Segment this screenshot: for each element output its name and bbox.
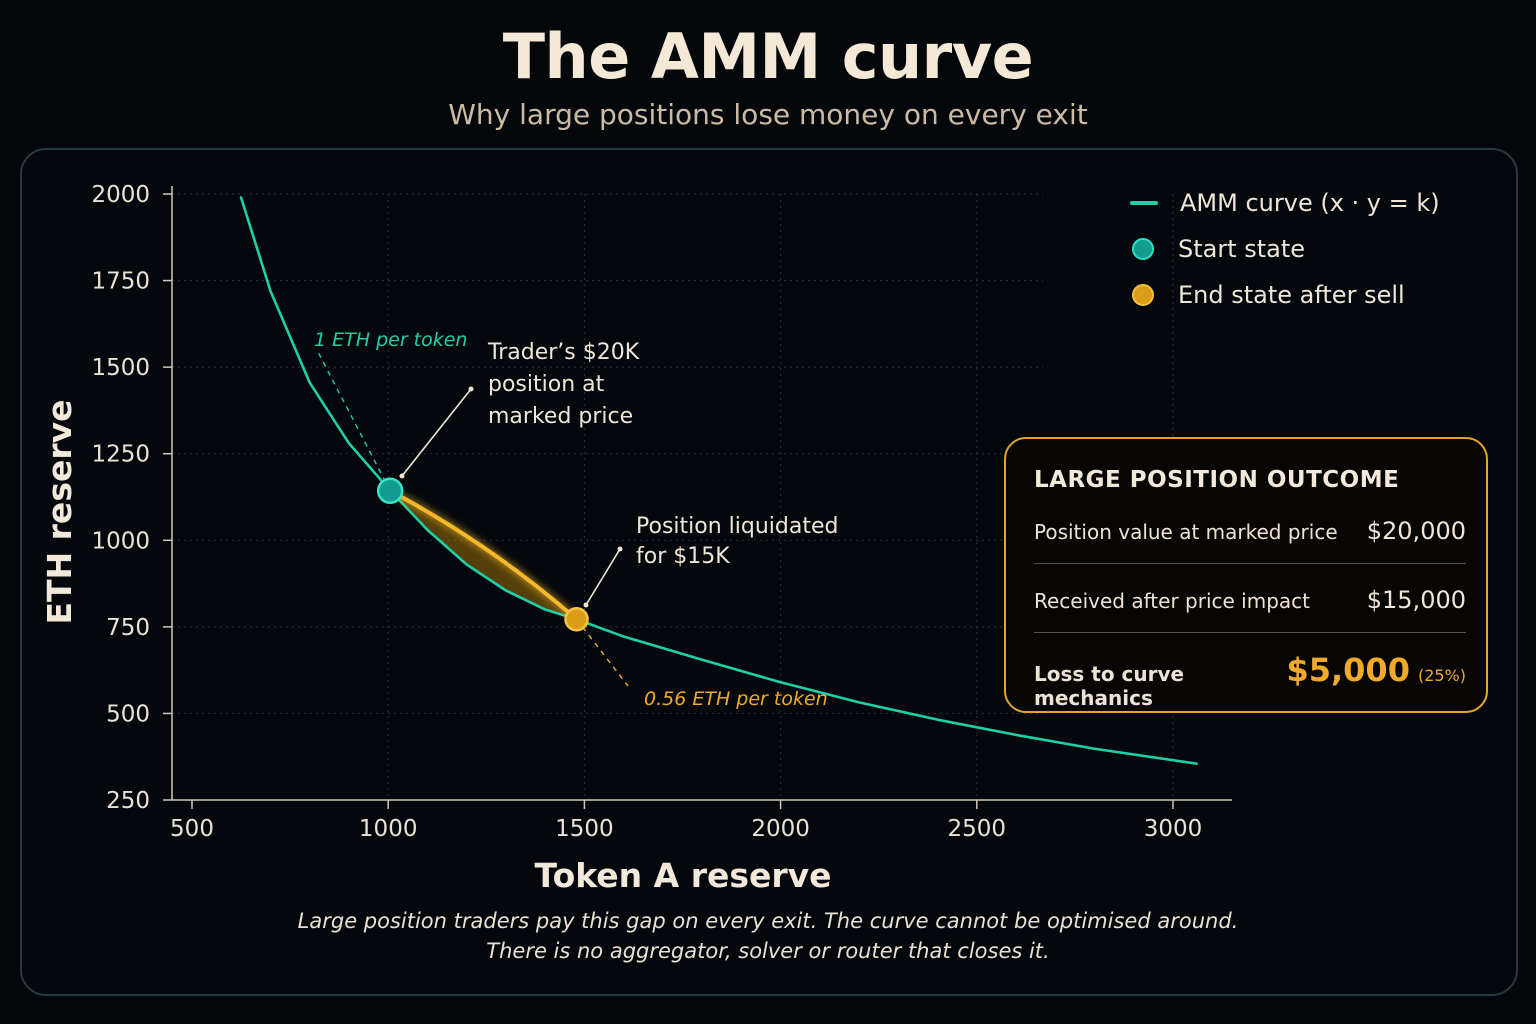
axes xyxy=(163,186,1232,809)
x-tick-labels: 500 1000 1500 2000 2500 3000 xyxy=(170,816,1202,842)
outcome-value: $20,000 xyxy=(1366,517,1466,545)
x-tick-label: 1000 xyxy=(359,816,418,842)
outcome-label: Loss to curve mechanics xyxy=(1034,662,1185,710)
legend-label-curve: AMM curve (x · y = k) xyxy=(1180,189,1440,217)
caption-line-1: Large position traders pay this gap on e… xyxy=(297,909,1239,933)
end-note-line-2: for $15K xyxy=(636,544,730,569)
curve-swatch xyxy=(1130,201,1158,205)
divider xyxy=(1034,563,1466,564)
legend-label-start: Start state xyxy=(1178,235,1306,263)
x-axis-title: Token A reserve xyxy=(534,856,831,895)
x-tick-label: 3000 xyxy=(1144,816,1203,842)
y-tick-label: 2000 xyxy=(91,182,150,208)
y-tick-label: 1250 xyxy=(91,442,150,468)
y-tick-label: 1000 xyxy=(91,528,150,554)
start-swatch xyxy=(1132,238,1154,260)
x-tick-label: 2500 xyxy=(948,816,1007,842)
legend-item-end: End state after sell xyxy=(1130,272,1440,318)
price-impact-gap xyxy=(390,490,577,620)
start-tangent xyxy=(317,351,391,492)
page-title: The AMM curve xyxy=(502,20,1034,93)
caption-line-2: There is no aggregator, solver or router… xyxy=(486,939,1050,963)
legend-label-end: End state after sell xyxy=(1178,281,1405,309)
loss-value: $5,000 xyxy=(1286,651,1410,689)
y-tick-label: 750 xyxy=(106,615,150,641)
x-tick-label: 2000 xyxy=(751,816,810,842)
y-tick-label: 1750 xyxy=(91,269,150,295)
chart-marks xyxy=(239,196,1198,765)
outcome-value: $15,000 xyxy=(1366,586,1466,614)
end-note-line-1: Position liquidated xyxy=(636,514,838,539)
outcome-label: Position value at marked price xyxy=(1034,520,1338,544)
start-slope-label: 1 ETH per token xyxy=(314,329,467,351)
start-note-line-2: position at xyxy=(488,372,605,397)
chart-caption: Large position traders pay this gap on e… xyxy=(0,906,1536,966)
chart-legend: AMM curve (x · y = k) Start state End st… xyxy=(1130,180,1440,318)
end-slope-label: 0.56 ETH per token xyxy=(644,688,828,710)
sell-path-line xyxy=(389,489,578,621)
outcome-label: Received after price impact xyxy=(1034,589,1310,613)
x-tick-label: 1500 xyxy=(555,816,614,842)
loss-value-group: $5,000 (25%) xyxy=(1286,651,1466,689)
amm-curve-line xyxy=(239,196,1198,765)
end-swatch xyxy=(1132,284,1154,306)
start-note-line-1: Trader’s $20K xyxy=(487,340,640,365)
page-subtitle: Why large positions lose money on every … xyxy=(448,98,1088,131)
end-tangent xyxy=(575,618,629,687)
divider xyxy=(1034,632,1466,633)
legend-item-start: Start state xyxy=(1130,226,1440,272)
legend-item-curve: AMM curve (x · y = k) xyxy=(1130,180,1440,226)
x-tick-label: 500 xyxy=(170,816,214,842)
start-state-point xyxy=(376,477,404,505)
outcome-title: LARGE POSITION OUTCOME xyxy=(1034,467,1400,493)
outcome-row-marked: Position value at marked price $20,000 xyxy=(1034,517,1466,545)
end-note-pointer xyxy=(583,546,623,608)
loss-percent: (25%) xyxy=(1417,666,1466,685)
start-note-pointer xyxy=(399,386,474,479)
y-tick-label: 1500 xyxy=(91,355,150,381)
start-note-line-3: marked price xyxy=(488,404,633,429)
y-tick-label: 500 xyxy=(106,701,150,727)
outcome-card: LARGE POSITION OUTCOME Position value at… xyxy=(1004,437,1488,713)
outcome-row-loss: Loss to curve mechanics $5,000 (25%) xyxy=(1034,651,1466,710)
y-tick-label: 250 xyxy=(106,788,150,814)
end-state-point xyxy=(564,606,589,632)
y-axis-title: ETH reserve xyxy=(40,399,79,624)
outcome-row-received: Received after price impact $15,000 xyxy=(1034,586,1466,614)
y-tick-labels: 2000 1750 1500 1250 1000 750 500 250 xyxy=(91,182,150,814)
